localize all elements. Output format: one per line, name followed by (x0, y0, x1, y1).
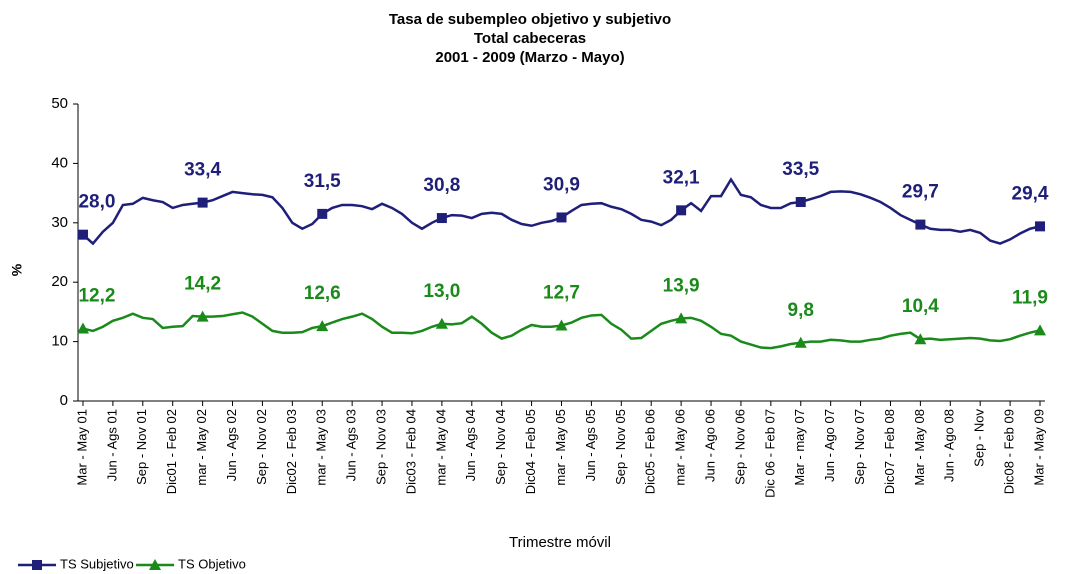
x-tick-label: Dic07 - Feb 08 (882, 409, 897, 494)
y-tick-label: 50 (51, 95, 68, 112)
data-point (76, 322, 89, 334)
x-tick-label: Mar - may 07 (792, 409, 807, 486)
data-label: 10,4 (902, 296, 939, 317)
data-label: 12,2 (78, 286, 115, 307)
y-tick-label: 10 (51, 333, 68, 350)
data-label: 30,8 (423, 175, 460, 196)
x-tick-label: mar - May 02 (194, 409, 209, 486)
x-tick-label: Dic01 - Feb 02 (164, 409, 179, 494)
data-point (795, 197, 806, 208)
y-tick-label: 40 (51, 154, 68, 171)
x-tick-label: Sep - Nov 02 (254, 409, 269, 485)
data-point (676, 205, 687, 216)
x-tick-label: Jun - Ags 01 (104, 409, 119, 481)
data-label: 30,9 (543, 174, 580, 195)
y-tick-label: 0 (60, 392, 68, 409)
data-label: 29,7 (902, 182, 939, 203)
data-label: 14,2 (184, 274, 221, 295)
legend-label: TS Subjetivo (60, 556, 134, 571)
data-point (435, 317, 448, 329)
data-point (555, 319, 568, 331)
chart-subtitle: 2001 - 2009 (Marzo - Mayo) (435, 49, 624, 66)
x-tick-label: mar - May 04 (433, 409, 448, 486)
x-tick-label: Dic 06 - Feb 07 (762, 409, 777, 498)
data-label: 33,5 (782, 159, 819, 180)
x-tick-label: Jun - Ags 04 (463, 409, 478, 481)
x-tick-label: Dic04 - Feb 05 (523, 409, 538, 494)
y-axis-title: % (9, 263, 25, 276)
x-tick-label: mar - May 03 (314, 409, 329, 486)
data-point (1035, 221, 1046, 232)
x-tick-label: Sep - Nov 07 (852, 409, 867, 485)
legend-marker (149, 559, 161, 570)
x-tick-label: Jun - Ags 05 (583, 409, 598, 481)
data-point (675, 312, 688, 324)
data-point (556, 212, 567, 223)
x-axis-title: Trimestre móvil (509, 534, 611, 551)
data-point (1034, 324, 1047, 336)
data-label: 31,5 (304, 171, 341, 192)
data-label: 32,1 (663, 167, 700, 188)
data-point (317, 208, 328, 219)
x-tick-label: Sep - Nov 04 (493, 409, 508, 485)
data-point (914, 333, 927, 345)
data-label: 9,8 (788, 300, 814, 321)
x-tick-label: Dic05 - Feb 06 (643, 409, 658, 494)
data-label: 11,9 (1012, 287, 1048, 308)
data-point (436, 213, 447, 224)
data-point (77, 229, 88, 240)
legend-label: TS Objetivo (178, 556, 246, 571)
x-tick-label: Mar - May 08 (912, 409, 927, 486)
x-tick-label: Dic02 - Feb 03 (284, 409, 299, 494)
data-label: 13,9 (663, 275, 700, 296)
x-tick-label: Sep - Nov (972, 409, 987, 467)
data-point (794, 336, 807, 348)
y-tick-label: 30 (51, 214, 68, 231)
data-label: 29,4 (1012, 183, 1049, 204)
x-tick-label: mar - May 06 (673, 409, 688, 486)
x-tick-label: Mar - May 09 (1031, 409, 1046, 486)
x-tick-label: Mar - May 01 (74, 409, 89, 486)
y-tick-label: 20 (51, 273, 68, 290)
data-label: 28,0 (78, 192, 115, 213)
data-point (316, 320, 329, 332)
data-point (197, 197, 208, 208)
x-tick-label: Jun - Ago 08 (942, 409, 957, 482)
x-tick-label: Dic03 - Feb 04 (403, 409, 418, 494)
chart-title: Tasa de subempleo objetivo y subjetivo (389, 11, 671, 28)
data-point (196, 310, 209, 322)
legend-marker (32, 560, 42, 570)
x-tick-label: Sep - Nov 03 (373, 409, 388, 485)
x-tick-label: Jun - Ago 06 (702, 409, 717, 482)
data-label: 33,4 (184, 160, 221, 181)
x-tick-label: Jun - Ags 03 (344, 409, 359, 481)
x-tick-label: Sep - Nov 06 (732, 409, 747, 485)
x-tick-label: mar - May 05 (553, 409, 568, 486)
chart-subtitle: Total cabeceras (474, 30, 586, 47)
x-tick-label: Sep - Nov 01 (134, 409, 149, 485)
data-label: 12,6 (304, 283, 341, 304)
x-tick-label: Sep - Nov 05 (613, 409, 628, 485)
data-point (915, 219, 926, 230)
data-label: 13,0 (423, 281, 460, 302)
data-label: 12,7 (543, 283, 580, 304)
x-tick-label: Jun - Ags 02 (224, 409, 239, 481)
x-tick-label: Jun - Ago 07 (822, 409, 837, 482)
x-tick-label: Dic08 - Feb 09 (1002, 409, 1017, 494)
